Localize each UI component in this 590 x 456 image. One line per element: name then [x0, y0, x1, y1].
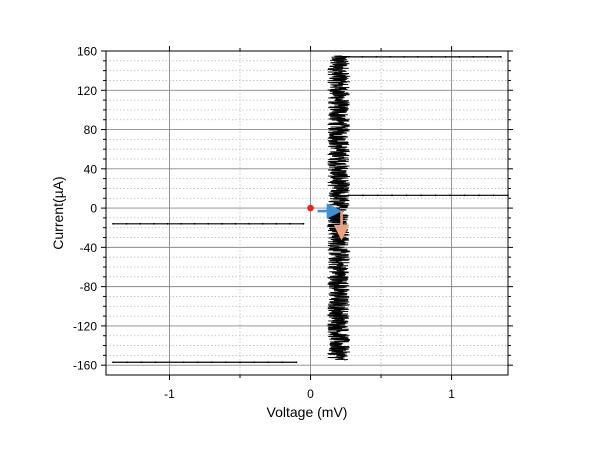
start-point-marker	[307, 204, 314, 212]
y-tick-label: 80	[84, 123, 98, 137]
y-tick-label: -80	[80, 280, 98, 294]
trace-point	[281, 361, 284, 364]
trace-point	[449, 194, 451, 197]
trace-point	[458, 55, 461, 58]
trace-point	[248, 222, 250, 225]
trace-point	[288, 222, 291, 225]
axis-ticks	[101, 46, 513, 380]
trace-point	[168, 361, 171, 364]
trace-point	[126, 361, 129, 364]
y-tick-label: -160	[73, 359, 97, 373]
trace-point	[112, 222, 114, 225]
trace-point	[486, 55, 488, 58]
trace-point	[463, 194, 466, 197]
trace-point	[391, 194, 393, 197]
trace-point	[302, 222, 305, 225]
trace-point	[193, 222, 196, 225]
trace-point	[444, 55, 447, 58]
trace-point	[416, 55, 419, 58]
trace-point	[389, 55, 392, 58]
x-tick-label: 1	[448, 387, 455, 401]
trace-point	[500, 55, 502, 58]
y-tick-label: 160	[77, 45, 97, 59]
trace-point	[361, 55, 364, 58]
noise-band	[326, 55, 351, 361]
trace-point	[362, 194, 365, 197]
trace-point	[253, 361, 256, 364]
y-axis-title: Current(µA)	[50, 176, 66, 249]
trace-point	[434, 194, 437, 197]
trace-point	[478, 194, 480, 197]
plot-frame	[105, 50, 509, 376]
x-tick-label: -1	[164, 387, 175, 401]
x-axis-title: Voltage (mV)	[267, 404, 348, 420]
trace-point	[472, 55, 475, 58]
trace-point	[224, 361, 227, 364]
trace-point	[207, 222, 210, 225]
y-tick-label: -120	[73, 319, 97, 333]
data-layer	[112, 55, 509, 364]
trace-point	[295, 361, 298, 364]
trace-point	[239, 361, 241, 364]
y-tick-labels: -160 -120 -80 -40 0 40 80 120 160	[73, 45, 97, 373]
trace-point	[405, 194, 408, 197]
trace-point	[166, 222, 169, 225]
trace-point	[112, 361, 114, 364]
trace-point	[152, 222, 155, 225]
trace-point	[180, 222, 182, 225]
trace-point	[220, 222, 223, 225]
trace-point	[376, 194, 379, 197]
trace-point	[139, 222, 142, 225]
trace-point	[420, 194, 422, 197]
x-tick-labels: -1 0 1	[164, 387, 455, 401]
y-tick-label: 0	[90, 202, 97, 216]
trace-point	[210, 361, 213, 364]
trace-point	[261, 222, 264, 225]
trace-point	[275, 222, 278, 225]
trace-point	[234, 222, 237, 225]
trace-point	[403, 55, 405, 58]
x-tick-label: 0	[307, 387, 314, 401]
trace-point	[375, 55, 378, 58]
y-tick-label: 40	[84, 162, 98, 176]
trace-point	[125, 222, 128, 225]
trace-point	[196, 361, 199, 364]
y-tick-label: 120	[77, 84, 97, 98]
trace-point	[267, 361, 270, 364]
y-tick-label: -40	[80, 241, 98, 255]
grid	[106, 50, 508, 375]
annotations	[307, 203, 350, 241]
trace-point	[154, 361, 157, 364]
trace-point	[430, 55, 433, 58]
trace-point	[140, 361, 143, 364]
trace-point	[492, 194, 495, 197]
trace-point	[182, 361, 185, 364]
